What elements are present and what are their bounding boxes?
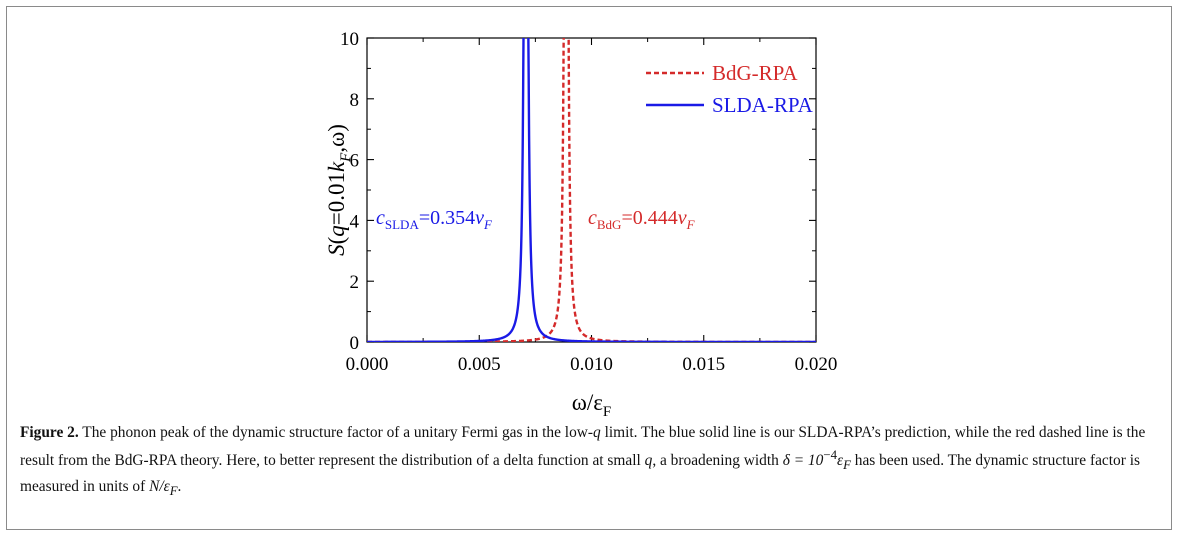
- caption-text-1: The phonon peak of the dynamic structure…: [78, 424, 594, 441]
- caption-q1: q: [593, 424, 601, 441]
- legend-label-bdg-rpa: BdG-RPA: [712, 61, 798, 85]
- y-tick-label: 10: [340, 29, 359, 50]
- chart: 0.000 0.005 0.010 0.015 0.020 0 2 4 6 8 10 BdG-RPA S…: [324, 29, 838, 420]
- annotation-slda-speed: cSLDA=0.354vF: [376, 207, 493, 232]
- x-tick-label: 0.000: [346, 354, 389, 375]
- caption-label: Figure 2.: [20, 424, 79, 441]
- series-line-slda-rpa: [367, 38, 816, 342]
- caption-text-4: has been used. The dynamic structure fac…: [20, 452, 1140, 496]
- caption-math-epsilon-sub: F: [843, 458, 851, 473]
- caption-math-units: N/ε: [149, 478, 170, 496]
- caption-math-epsilon: ε: [836, 452, 844, 470]
- y-tick-label: 6: [350, 151, 360, 172]
- x-tick-label: 0.005: [458, 354, 501, 375]
- x-axis-label: ω/εF: [572, 390, 612, 420]
- figure-frame: [6, 6, 1172, 530]
- x-tick-label: 0.015: [682, 354, 725, 375]
- y-tick-label: 0: [350, 333, 360, 354]
- x-tick-label: 0.010: [570, 354, 613, 375]
- figure-caption: Figure 2. The phonon peak of the dynamic…: [20, 422, 1160, 502]
- legend-label-slda-rpa: SLDA-RPA: [712, 93, 814, 117]
- caption-math-delta: δ = 10: [782, 452, 824, 470]
- caption-text-3: , a broadening width: [652, 452, 783, 470]
- y-tick-label: 4: [350, 211, 360, 232]
- y-axis-label: S(q=0.01kF,ω): [324, 124, 354, 256]
- y-tick-label: 2: [350, 272, 360, 293]
- caption-text-2: limit. The blue solid line is our SLDA-R…: [20, 424, 1146, 470]
- caption-text-5: .: [177, 478, 182, 496]
- y-tick-label: 8: [350, 90, 360, 111]
- caption-math-units-sub: F: [169, 484, 178, 499]
- x-tick-label: 0.020: [795, 354, 838, 375]
- annotation-bdg-speed: cBdG=0.444vF: [588, 207, 696, 232]
- caption-q2: q: [644, 452, 653, 470]
- caption-math-exponent: −4: [823, 448, 837, 462]
